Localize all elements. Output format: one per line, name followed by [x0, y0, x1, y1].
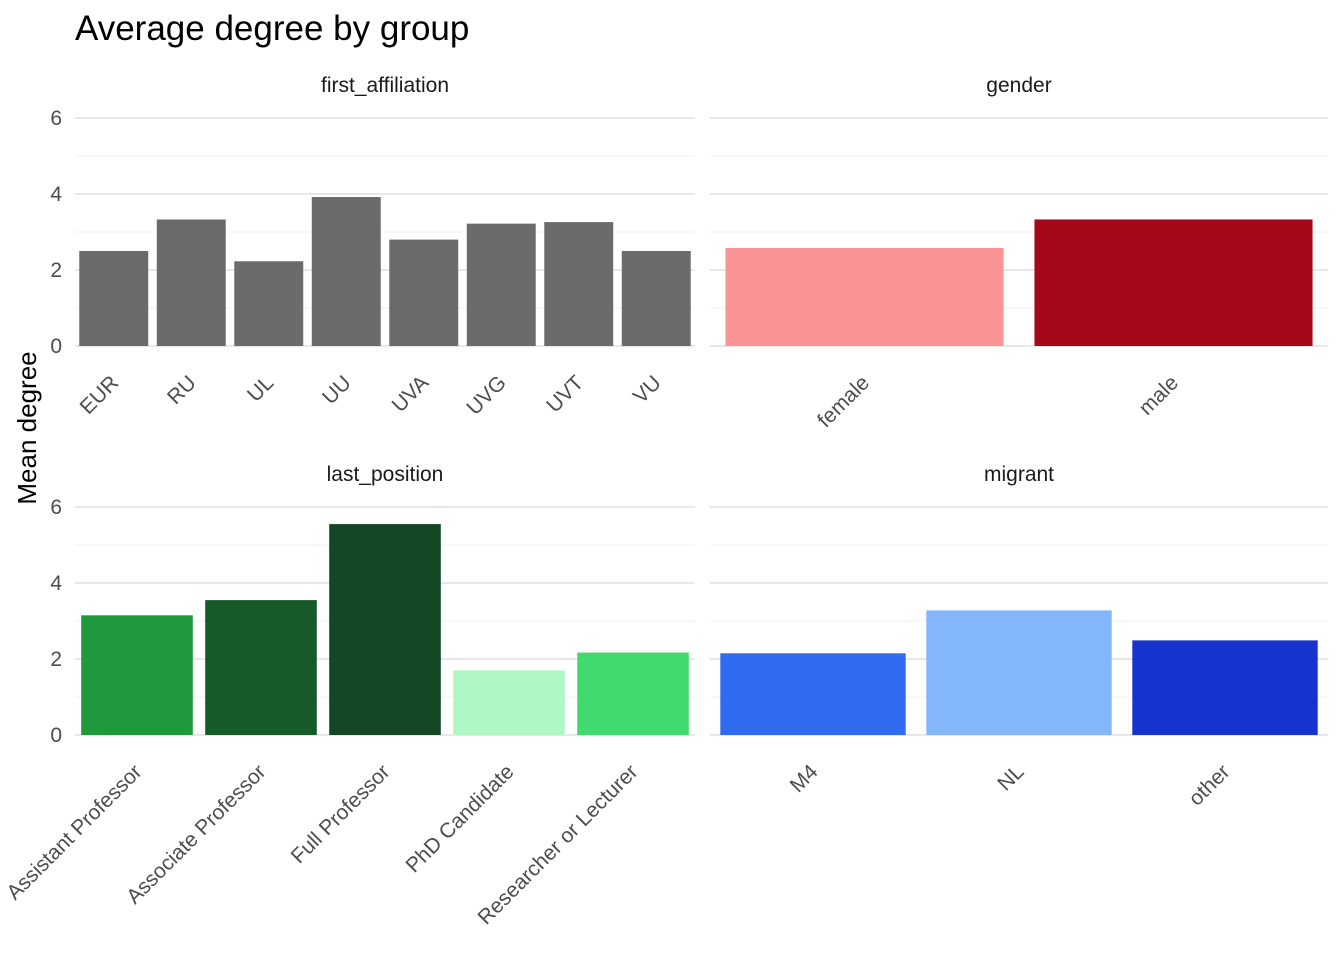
bar-other [1132, 640, 1318, 735]
bar-researcher-or-lecturer [577, 652, 689, 735]
y-tick-label: 6 [50, 496, 62, 519]
bar-uu [311, 197, 381, 346]
bar-male [1034, 219, 1313, 346]
chart-title: Average degree by group [75, 9, 469, 48]
x-tick-label: UVA [388, 371, 434, 417]
facet-panel-first-affiliation: 0 2 4 6 first_affiliation EUR RU UL UU UVA UVG UVT V… [50, 74, 695, 420]
x-tick-label: other [1184, 760, 1234, 810]
bar-uvt [544, 222, 614, 346]
bar-associate-professor [205, 600, 317, 735]
bar-female [725, 247, 1004, 346]
x-tick-label: Associate Professor [122, 760, 270, 908]
bar-assistant-professor [81, 615, 193, 735]
bar-nl [926, 610, 1112, 735]
facet-panel-migrant: migrant M4 NL other [710, 463, 1328, 810]
x-tick-label: VU [629, 371, 666, 408]
x-tick-label: EUR [76, 371, 124, 419]
facet-title: gender [986, 74, 1051, 97]
bar-uva [389, 239, 459, 346]
facet-panel-gender: gender female male [710, 74, 1328, 432]
x-tick-label: UVG [462, 371, 510, 419]
x-tick-label: male [1135, 371, 1183, 419]
x-tick-label: female [813, 371, 874, 432]
x-tick-label: UL [243, 371, 278, 406]
x-tick-label: M4 [786, 760, 823, 797]
y-tick-label: 6 [50, 107, 62, 130]
bar-full-professor [329, 524, 441, 735]
y-tick-label: 2 [50, 648, 62, 671]
y-tick-label: 0 [50, 724, 62, 747]
y-axis-label: Mean degree [12, 351, 42, 504]
y-tick-label: 2 [50, 259, 62, 282]
bar-vu [621, 251, 691, 346]
bar-ul [234, 261, 304, 346]
bar-uvg [466, 223, 536, 346]
x-tick-label: PhD Candidate [402, 760, 519, 877]
x-tick-label: Full Professor [287, 760, 395, 868]
x-tick-label: Assistant Professor [2, 760, 146, 904]
y-tick-label: 4 [50, 183, 62, 206]
x-tick-label: RU [163, 371, 201, 409]
bar-phd-candidate [453, 670, 565, 735]
x-tick-label: UVT [542, 371, 588, 417]
facet-title: last_position [327, 463, 444, 486]
facet-panels: 0 2 4 6 first_affiliation EUR RU UL UU UVA UVG UVT V… [2, 74, 1328, 929]
bar-m4 [720, 653, 906, 735]
facet-panel-last-position: 0 2 4 6 last_position Assistant ProfessorAsso… [2, 463, 695, 929]
facet-title: migrant [984, 463, 1054, 486]
facet-title: first_affiliation [321, 74, 449, 97]
y-tick-label: 4 [50, 572, 62, 595]
x-tick-label: UU [318, 371, 356, 409]
x-tick-label: NL [993, 760, 1028, 795]
y-tick-label: 0 [50, 335, 62, 358]
bar-ru [156, 219, 226, 346]
bar-eur [79, 251, 149, 346]
